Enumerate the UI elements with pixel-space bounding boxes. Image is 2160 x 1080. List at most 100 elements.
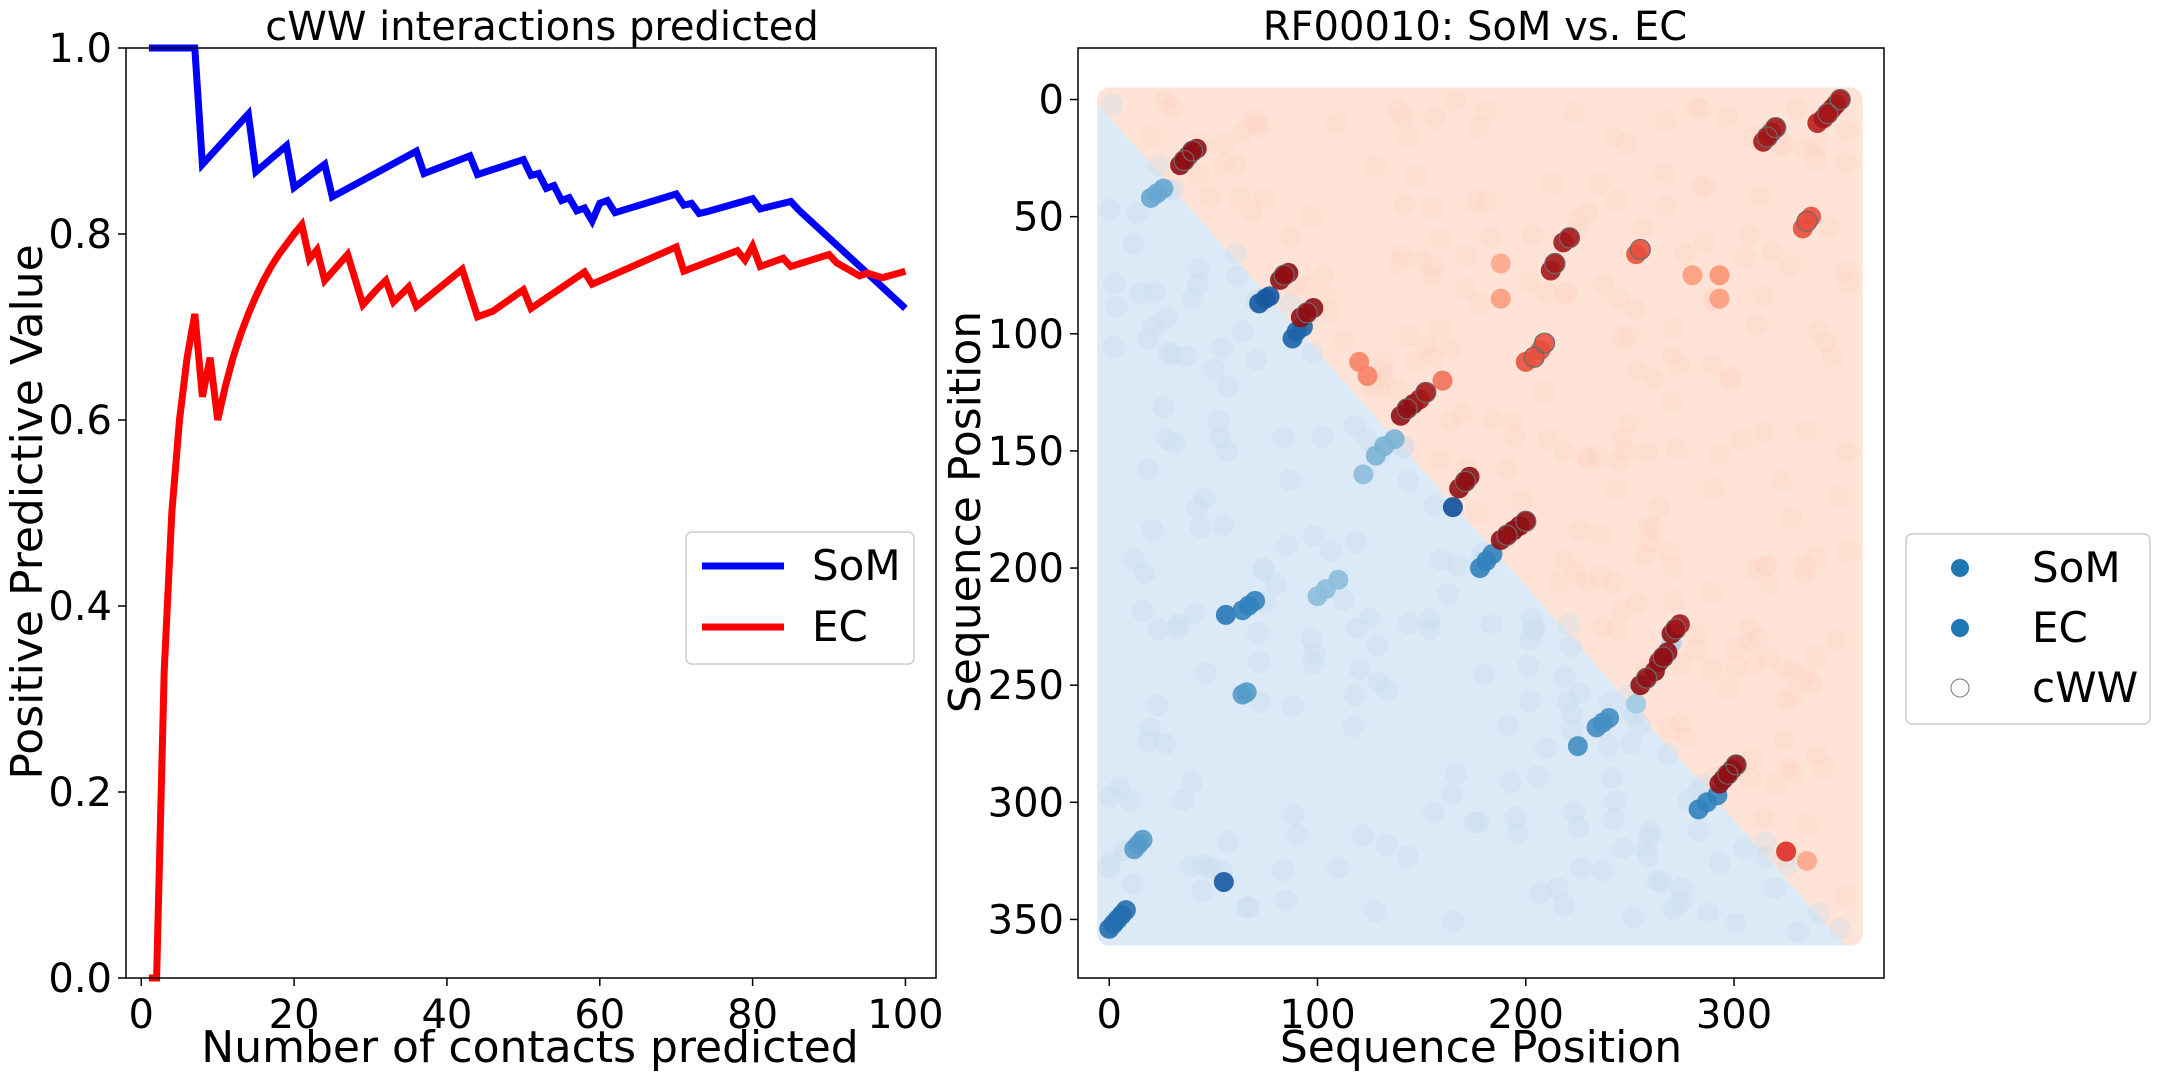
background-point [1782, 761, 1805, 784]
background-point [1243, 108, 1266, 131]
background-point [1237, 896, 1260, 919]
line-chart-plot-area [148, 44, 908, 982]
background-point [1272, 426, 1295, 449]
background-point [1418, 608, 1441, 631]
y-tick-label: 300 [988, 780, 1064, 826]
background-point [1430, 548, 1453, 571]
background-point [1275, 534, 1298, 557]
background-point [1548, 570, 1571, 593]
background-point [1463, 811, 1486, 834]
ec-point [1432, 370, 1453, 391]
background-point [1834, 259, 1857, 282]
background-point [1372, 351, 1395, 374]
background-point [1352, 824, 1375, 847]
background-point [1834, 884, 1857, 907]
y-tick-label: 0.2 [48, 770, 112, 816]
background-point [1098, 856, 1121, 879]
background-point [1567, 208, 1590, 231]
background-point [1415, 334, 1438, 357]
background-point [1665, 438, 1688, 461]
scatter-legend: SoM EC cWW [1905, 533, 2151, 725]
background-point [1393, 193, 1416, 216]
x-tick-label: 100 [867, 992, 943, 1038]
background-point [1638, 820, 1661, 843]
background-point [1684, 96, 1707, 119]
som-point [1213, 871, 1234, 892]
background-point [1615, 133, 1638, 156]
background-point [1617, 412, 1640, 435]
background-point [1662, 318, 1685, 341]
background-point [1828, 917, 1851, 940]
background-point [1108, 776, 1131, 799]
background-point [1100, 849, 1123, 872]
background-point [1748, 185, 1771, 208]
background-point [1517, 655, 1540, 678]
background-point [1822, 345, 1845, 368]
background-point [1662, 897, 1685, 920]
background-point [1374, 368, 1397, 391]
scatter-chart-title: RF00010: SoM vs. EC [1263, 4, 1687, 50]
background-point [1386, 378, 1409, 401]
background-point [1602, 808, 1625, 831]
background-point [1646, 869, 1669, 892]
background-point [1561, 718, 1584, 741]
background-point [1139, 717, 1162, 740]
y-tick-label: 0.6 [48, 398, 112, 444]
background-point [1725, 655, 1748, 678]
background-point [1793, 665, 1816, 688]
background-point [1429, 449, 1452, 472]
background-point [1442, 909, 1465, 932]
background-point [1404, 350, 1427, 373]
background-point [1806, 545, 1829, 568]
background-point [1186, 496, 1209, 519]
background-point [1137, 730, 1160, 753]
background-point [1164, 432, 1187, 455]
background-point [1479, 226, 1502, 249]
cww-point [1296, 302, 1318, 324]
ec-point [1669, 614, 1690, 635]
background-point [1638, 514, 1661, 537]
background-point [1325, 112, 1348, 135]
background-point [1423, 494, 1446, 517]
background-point [1147, 618, 1170, 641]
x-tick-label: 60 [574, 992, 625, 1038]
background-point [1418, 618, 1441, 641]
background-point [1154, 89, 1177, 112]
background-point [1129, 281, 1152, 304]
background-point [1670, 877, 1693, 900]
background-point [1725, 637, 1748, 660]
background-point [1231, 320, 1254, 343]
background-point [1565, 561, 1588, 584]
background-point [1785, 98, 1808, 121]
background-point [1661, 344, 1684, 367]
cww-point [1523, 346, 1545, 368]
background-point [1523, 618, 1546, 641]
background-point [1161, 96, 1184, 119]
x-tick-label: 100 [1279, 992, 1355, 1038]
background-point [1464, 190, 1487, 213]
background-point [1228, 185, 1251, 208]
background-point [1318, 300, 1341, 323]
line-chart-legend: SoM EC [685, 531, 915, 665]
y-tick-label: 0 [1039, 78, 1064, 124]
background-point [1180, 854, 1203, 877]
cww-point [1829, 88, 1851, 111]
background-point [1589, 523, 1612, 546]
background-point [1568, 519, 1591, 542]
background-point [1534, 736, 1557, 759]
cww-point [1454, 470, 1476, 492]
background-point [1795, 813, 1818, 836]
ec-point [1796, 850, 1817, 871]
background-point [1673, 243, 1696, 266]
background-point [1429, 318, 1452, 341]
background-point [1692, 772, 1715, 795]
background-point [1576, 201, 1599, 224]
y-tick-label: 200 [988, 546, 1064, 592]
background-point [1555, 281, 1578, 304]
background-point [1282, 803, 1305, 826]
background-point [1141, 316, 1164, 339]
background-point [1718, 365, 1741, 388]
ec-point [1776, 841, 1797, 862]
scatter-x-axis: 0 100 200 300 [1097, 978, 1772, 1038]
background-point [1746, 314, 1769, 337]
